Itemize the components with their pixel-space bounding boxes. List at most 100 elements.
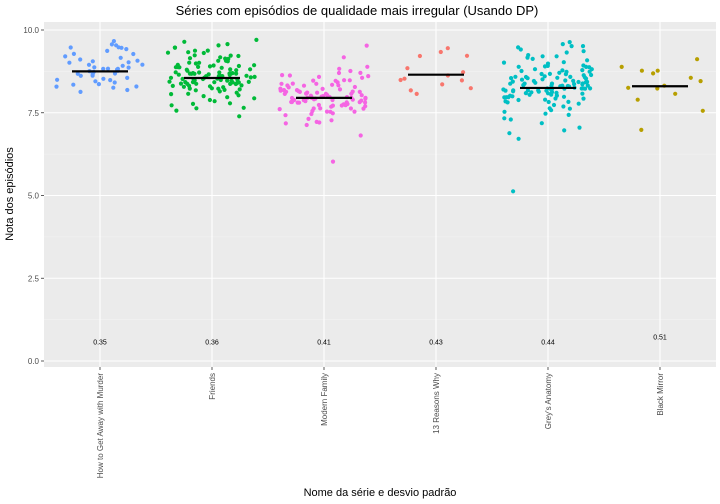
data-point — [569, 44, 574, 49]
data-point — [194, 81, 199, 86]
data-point — [358, 133, 363, 138]
data-point — [572, 82, 577, 87]
data-point — [580, 44, 586, 49]
data-point — [563, 78, 568, 83]
data-point — [361, 106, 366, 111]
data-point — [190, 80, 196, 85]
data-point — [566, 99, 571, 104]
data-point — [580, 68, 585, 73]
data-point — [301, 98, 306, 103]
data-point — [566, 112, 571, 117]
data-point — [197, 70, 202, 75]
data-point — [170, 83, 175, 88]
data-point — [280, 73, 285, 78]
data-point — [363, 100, 368, 105]
y-tick-label: 5.0 — [28, 192, 40, 201]
data-point — [201, 50, 206, 56]
data-point — [290, 81, 295, 86]
data-point — [225, 59, 230, 64]
data-point — [119, 45, 124, 50]
data-point — [78, 57, 83, 62]
data-point — [124, 47, 129, 52]
data-point — [254, 37, 259, 43]
data-point — [295, 100, 300, 105]
data-point — [339, 103, 344, 108]
chart-title: Séries com episódios de qualidade mais i… — [176, 3, 539, 18]
data-point — [555, 75, 560, 80]
data-point — [207, 97, 212, 103]
data-point — [236, 93, 241, 98]
data-point — [211, 63, 216, 68]
data-point — [639, 127, 644, 132]
data-point — [283, 113, 288, 118]
data-point — [111, 39, 116, 44]
data-point — [506, 95, 511, 100]
median-lines — [72, 70, 688, 99]
data-point — [181, 84, 186, 89]
data-point — [101, 66, 106, 71]
data-point — [549, 92, 554, 97]
data-point — [567, 40, 572, 45]
data-point — [192, 48, 198, 53]
data-point — [554, 54, 559, 59]
data-point — [417, 53, 422, 59]
y-axis-title: Nota dos episódios — [4, 147, 16, 241]
data-point — [503, 88, 508, 93]
data-point — [315, 90, 320, 95]
data-point — [186, 50, 191, 55]
data-point — [330, 82, 335, 87]
x-tick-label: Black Mirror — [656, 373, 665, 416]
data-point — [225, 78, 230, 83]
data-point — [542, 74, 547, 79]
data-point — [185, 68, 190, 73]
data-point — [349, 91, 354, 96]
y-tick-label: 2.5 — [28, 274, 40, 283]
data-point — [357, 100, 362, 105]
data-point — [112, 80, 117, 85]
data-points — [54, 37, 705, 194]
data-point — [105, 48, 110, 54]
data-point — [227, 72, 232, 78]
data-point — [461, 70, 466, 75]
data-point — [516, 97, 521, 103]
data-point — [176, 72, 181, 77]
data-point — [341, 55, 346, 60]
data-point — [588, 86, 593, 91]
data-point — [527, 92, 532, 97]
data-point — [187, 60, 192, 65]
data-point — [562, 128, 567, 133]
y-tick-label: 7.5 — [28, 109, 40, 118]
data-point — [169, 103, 174, 108]
data-point — [655, 86, 660, 91]
data-point — [502, 109, 507, 114]
data-point — [277, 107, 282, 112]
data-point — [311, 78, 316, 83]
data-point — [337, 66, 342, 71]
data-point — [357, 89, 362, 94]
data-point — [306, 116, 311, 121]
data-point — [78, 73, 83, 78]
data-point — [287, 73, 292, 78]
data-point — [563, 72, 569, 77]
data-point — [190, 101, 196, 106]
data-point — [581, 86, 586, 91]
data-point — [583, 76, 589, 81]
sd-label: 0.35 — [93, 339, 107, 346]
data-point — [68, 45, 73, 50]
data-point — [698, 79, 703, 84]
data-point — [246, 79, 251, 84]
data-point — [172, 45, 178, 50]
data-point — [576, 79, 581, 85]
data-point — [212, 99, 217, 104]
data-point — [176, 65, 181, 70]
data-point — [358, 70, 363, 75]
data-point — [218, 55, 223, 60]
data-point — [352, 84, 357, 90]
data-point — [348, 68, 353, 74]
data-point — [217, 70, 222, 75]
data-point — [168, 75, 174, 80]
data-point — [286, 85, 291, 90]
data-point — [438, 49, 443, 55]
data-point — [283, 121, 288, 126]
data-point — [108, 78, 113, 83]
